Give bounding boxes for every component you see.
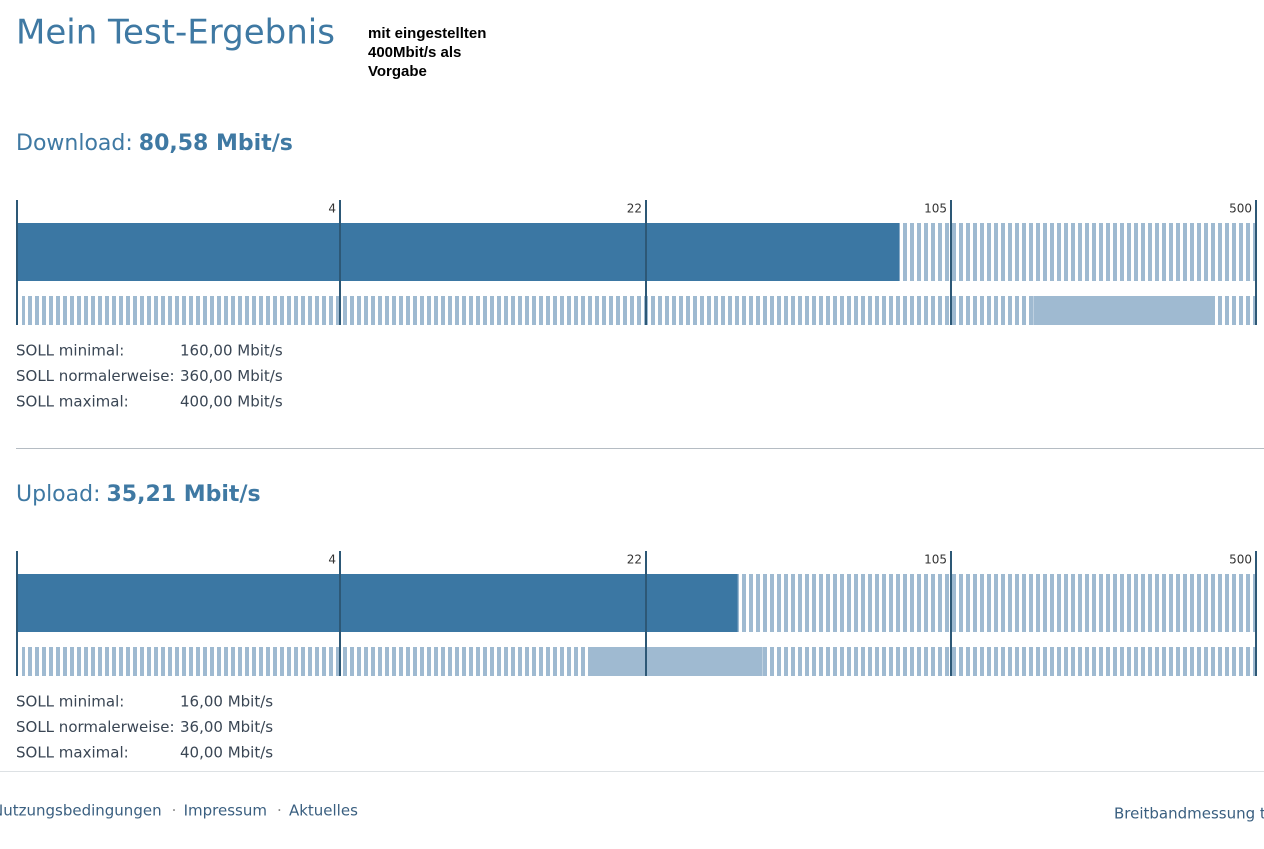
soll-label: SOLL maximal:: [16, 744, 129, 762]
soll-value: 16,00 Mbit/s: [180, 693, 273, 711]
soll-value: 36,00 Mbit/s: [180, 718, 273, 736]
note-line: mit eingestellten: [368, 25, 486, 42]
footer-separator: ·: [172, 802, 177, 820]
soll-value: 160,00 Mbit/s: [180, 342, 283, 360]
footer-right: Breitbandmessung te: [1114, 805, 1264, 823]
section-heading: Upload: 35,21 Mbit/s: [16, 482, 261, 507]
footer-link[interactable]: Aktuelles: [289, 802, 358, 820]
soll-value: 360,00 Mbit/s: [180, 367, 283, 385]
remaining-stripes: [737, 574, 1256, 632]
remaining-stripes: [899, 223, 1256, 281]
scale-label: 4: [328, 202, 336, 216]
result-value: 80,58 Mbit/s: [139, 131, 293, 156]
soll-range: [1033, 296, 1213, 325]
footer-link[interactable]: Impressum: [184, 802, 267, 820]
scale-label: 105: [924, 553, 947, 567]
heading-label: Download:: [16, 131, 133, 156]
soll-label: SOLL minimal:: [16, 342, 124, 360]
scale-label: 4: [328, 553, 336, 567]
result-value: 35,21 Mbit/s: [107, 482, 261, 507]
result-bar: [16, 574, 738, 632]
page-title: Mein Test-Ergebnis: [16, 13, 335, 53]
section-heading: Download: 80,58 Mbit/s: [16, 131, 293, 156]
soll-label: SOLL minimal:: [16, 693, 124, 711]
footer-link[interactable]: Nutzungsbedingungen: [0, 802, 162, 820]
scale-label: 22: [627, 202, 642, 216]
heading-label: Upload:: [16, 482, 101, 507]
soll-range: [588, 647, 763, 676]
soll-value: 40,00 Mbit/s: [180, 744, 273, 762]
soll-label: SOLL normalerweise:: [16, 367, 175, 385]
note-line: 400Mbit/s als: [368, 44, 461, 61]
scale-label: 105: [924, 202, 947, 216]
scale-label: 500: [1229, 553, 1252, 567]
soll-label: SOLL normalerweise:: [16, 718, 175, 736]
soll-label: SOLL maximal:: [16, 393, 129, 411]
scale-label: 500: [1229, 202, 1252, 216]
result-bar: [16, 223, 900, 281]
scale-label: 22: [627, 553, 642, 567]
footer-separator: ·: [277, 802, 282, 820]
soll-value: 400,00 Mbit/s: [180, 393, 283, 411]
note-line: Vorgabe: [368, 63, 427, 80]
